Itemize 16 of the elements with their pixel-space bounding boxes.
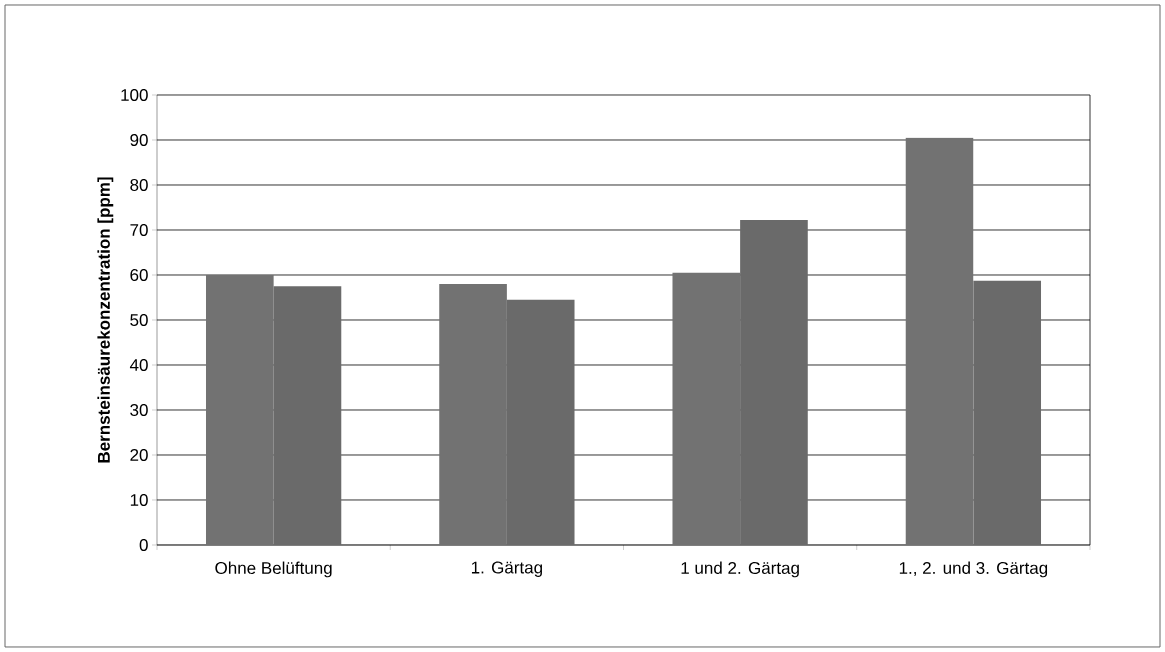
y-tick-label: 90	[130, 133, 148, 147]
x-tick-label: Ohne Belüftung	[215, 561, 332, 578]
x-tick-label: 1 und 2. Gärtag	[681, 561, 799, 578]
x-tick-label: 1., 2. und 3. Gärtag	[899, 561, 1048, 578]
y-tick-label: 40	[129, 358, 148, 372]
y-tick-label: 20	[130, 448, 148, 462]
y-tick-label: 30	[130, 403, 148, 417]
y-tick-label: 80	[130, 178, 148, 192]
y-tick-label: 100	[121, 88, 148, 102]
x-tick-label: 1. Gärtag	[471, 561, 542, 577]
y-tick-label: 10	[130, 493, 148, 507]
y-axis-title: Bernsteinsäurekonzentration [ppm]	[97, 177, 114, 463]
y-tick-label: 0	[139, 538, 148, 552]
y-tick-label: 50	[130, 313, 148, 327]
y-tick-label: 60	[130, 268, 148, 282]
y-tick-label: 70	[130, 223, 148, 237]
